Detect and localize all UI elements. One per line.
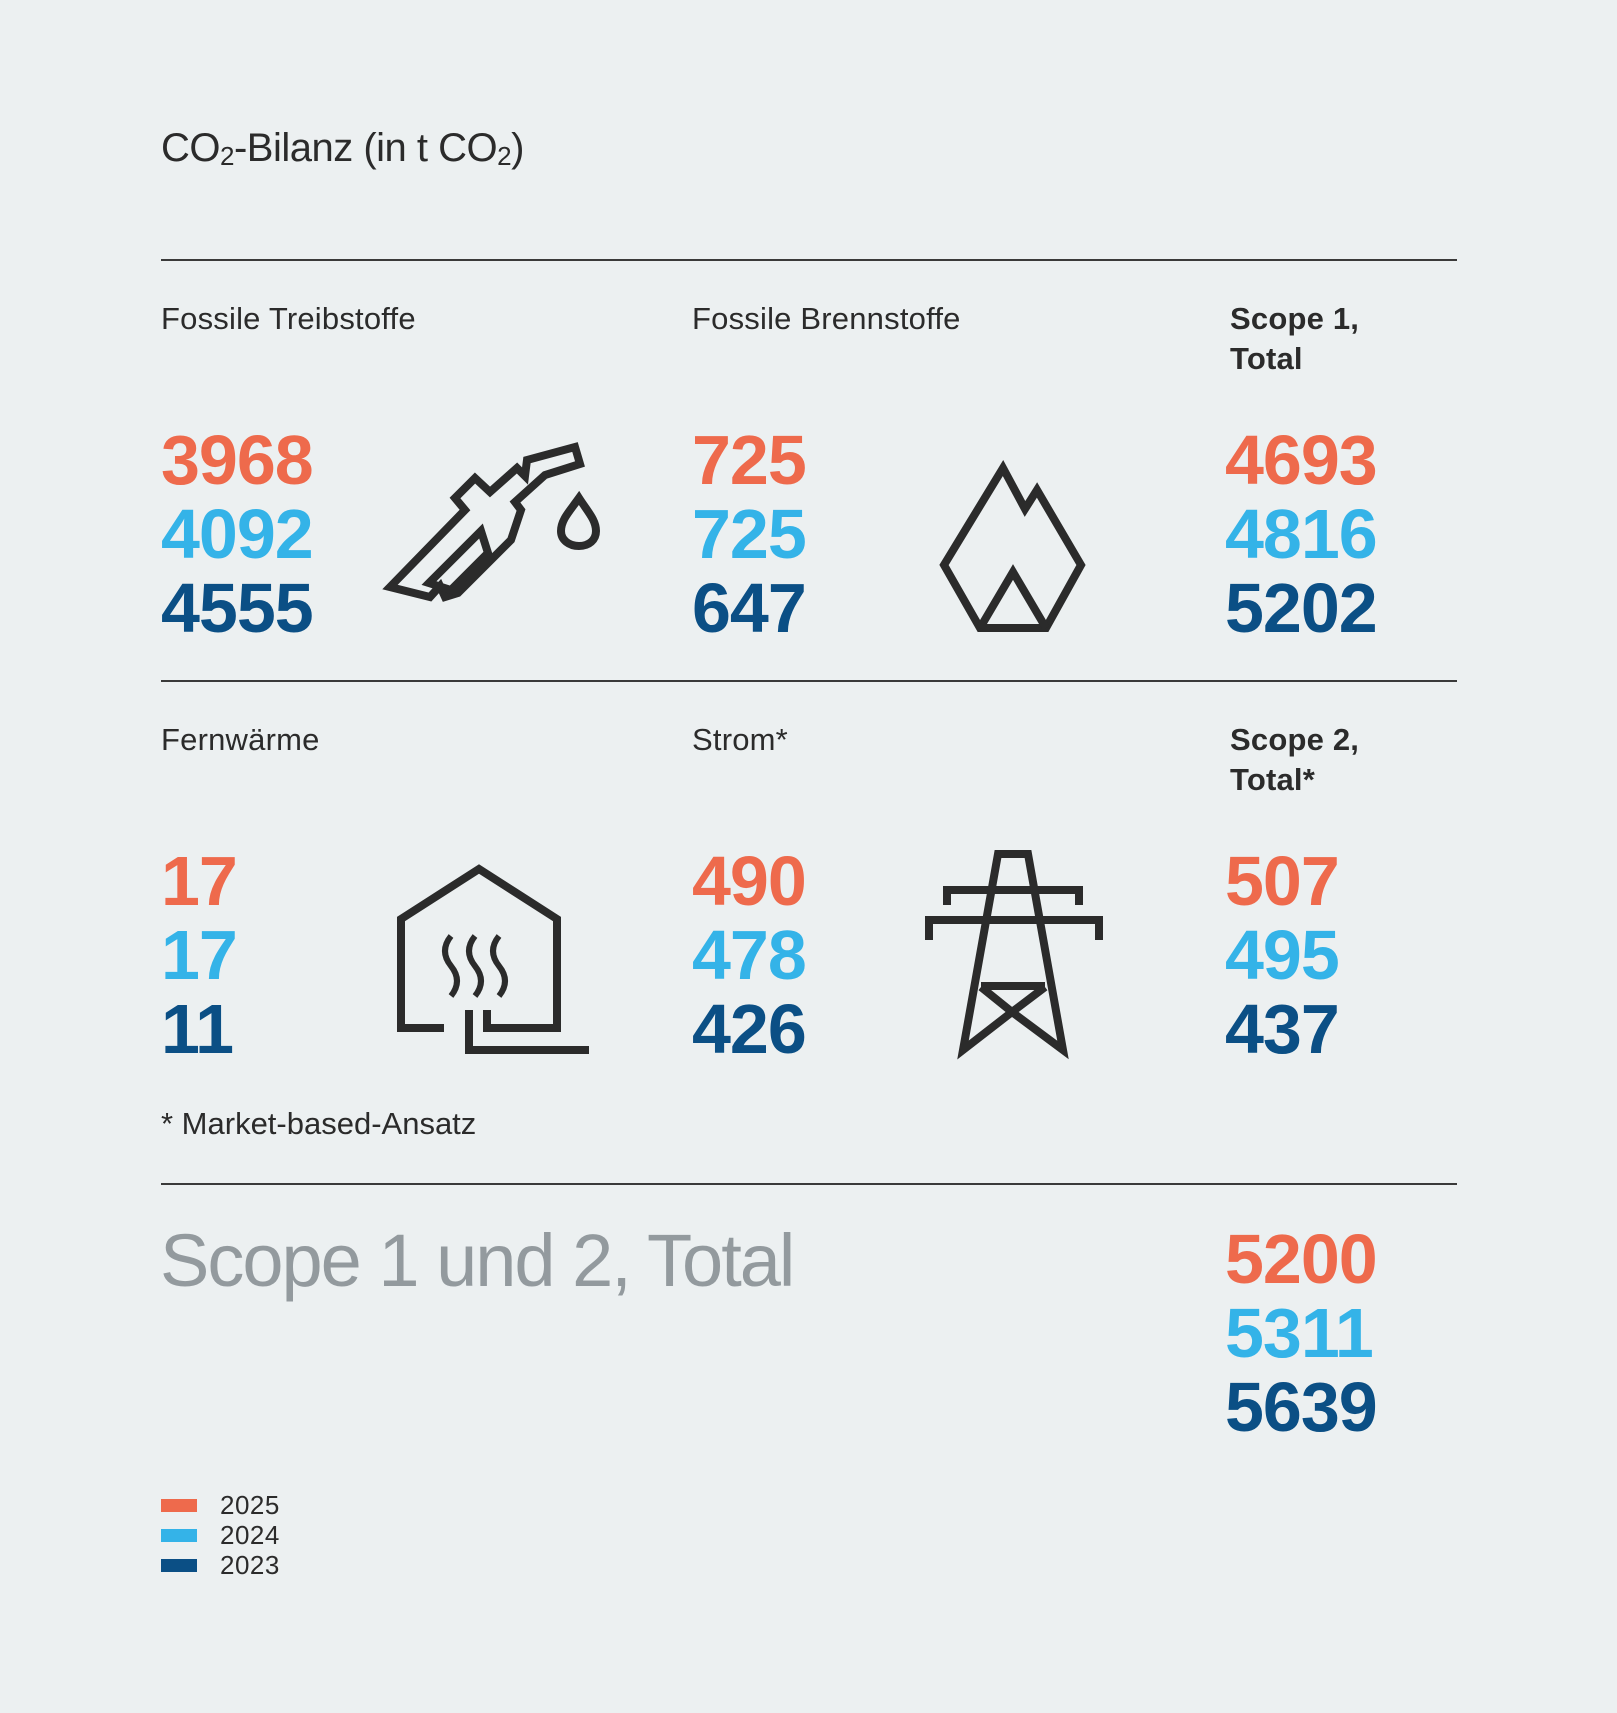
divider-middle xyxy=(161,680,1457,682)
values-scope2-total: 507 495 437 xyxy=(1225,842,1340,1068)
value-2025: 5200 xyxy=(1225,1220,1378,1298)
legend-swatch xyxy=(161,1558,197,1572)
value-2024: 4816 xyxy=(1225,495,1378,573)
values-fernwaerme: 17 17 11 xyxy=(161,842,238,1068)
label-fernwaerme: Fernwärme xyxy=(161,722,320,757)
label-line: Scope 2, xyxy=(1230,722,1360,757)
values-scope1-total: 4693 4816 5202 xyxy=(1225,421,1378,647)
grand-total-label: Scope 1 und 2, Total xyxy=(160,1219,795,1302)
value-2024: 495 xyxy=(1225,916,1340,994)
value-2023: 647 xyxy=(692,569,807,647)
value-2025: 3968 xyxy=(161,421,314,499)
value-2023: 5202 xyxy=(1225,569,1378,647)
values-fossile-brennstoffe: 725 725 647 xyxy=(692,421,807,647)
legend-label: 2023 xyxy=(220,1549,280,1580)
label-line: Total xyxy=(1230,341,1303,376)
legend-label: 2025 xyxy=(220,1489,280,1520)
legend-swatch xyxy=(161,1528,197,1542)
legend-item: 2024 xyxy=(161,1520,280,1550)
value-2025: 17 xyxy=(161,842,238,920)
value-2023: 4555 xyxy=(161,569,314,647)
divider-top xyxy=(161,259,1457,261)
flame-icon xyxy=(934,459,1089,635)
value-2024: 17 xyxy=(161,916,238,994)
values-grand-total: 5200 5311 5639 xyxy=(1225,1220,1378,1446)
value-2023: 426 xyxy=(692,990,807,1068)
value-2024: 5311 xyxy=(1225,1294,1374,1372)
values-strom: 490 478 426 xyxy=(692,842,807,1068)
value-2023: 5639 xyxy=(1225,1368,1378,1446)
divider-bottom xyxy=(161,1183,1457,1185)
value-2025: 490 xyxy=(692,842,807,920)
label-line: Total* xyxy=(1230,762,1316,797)
label-strom: Strom* xyxy=(692,722,788,757)
value-2025: 4693 xyxy=(1225,421,1378,499)
value-2025: 725 xyxy=(692,421,807,499)
legend-item: 2023 xyxy=(161,1550,280,1580)
values-fossile-treibstoffe: 3968 4092 4555 xyxy=(161,421,314,647)
value-2023: 437 xyxy=(1225,990,1340,1068)
value-2025: 507 xyxy=(1225,842,1340,920)
district-heating-icon xyxy=(395,864,595,1056)
legend-swatch xyxy=(161,1498,197,1512)
footnote: * Market-based-Ansatz xyxy=(161,1106,477,1141)
legend-item: 2025 xyxy=(161,1490,280,1520)
value-2024: 478 xyxy=(692,916,807,994)
fuel-pump-icon xyxy=(382,440,605,640)
label-fossile-brennstoffe: Fossile Brennstoffe xyxy=(692,301,961,336)
value-2024: 725 xyxy=(692,495,807,573)
value-2024: 4092 xyxy=(161,495,314,573)
legend: 2025 2024 2023 xyxy=(161,1490,280,1580)
power-pylon-icon xyxy=(924,850,1104,1060)
legend-label: 2024 xyxy=(220,1519,280,1550)
label-line: Scope 1, xyxy=(1230,301,1360,336)
page-title: CO2-Bilanz (in t CO2) xyxy=(161,126,524,171)
label-fossile-treibstoffe: Fossile Treibstoffe xyxy=(161,301,416,336)
label-scope1-total: Scope 1, Total xyxy=(1230,299,1359,379)
value-2023: 11 xyxy=(161,990,234,1068)
label-scope2-total: Scope 2, Total* xyxy=(1230,720,1359,800)
